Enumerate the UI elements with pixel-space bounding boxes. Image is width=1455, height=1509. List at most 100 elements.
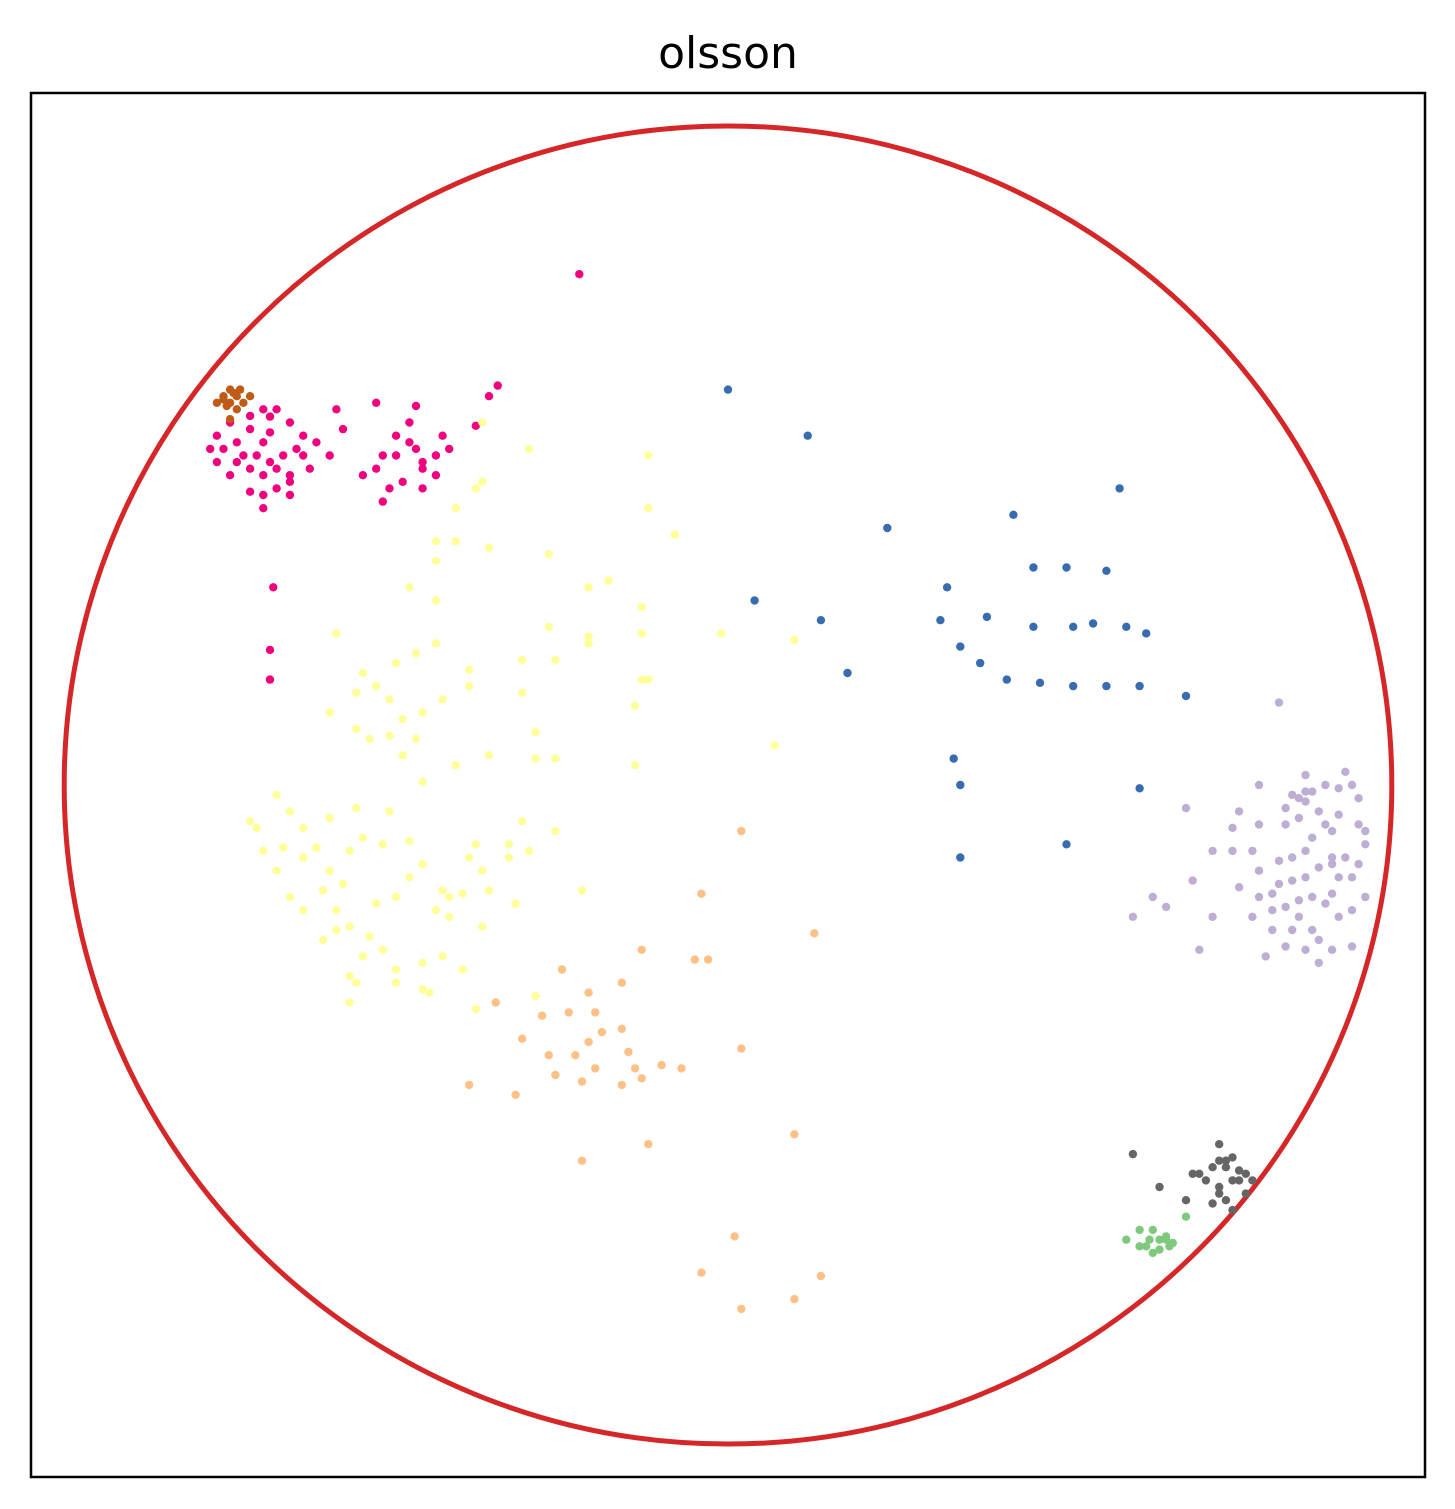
scatter-point bbox=[956, 642, 965, 651]
scatter-point bbox=[637, 1074, 646, 1083]
scatter-point bbox=[239, 398, 248, 407]
scatter-point bbox=[232, 438, 241, 447]
scatter-point bbox=[816, 1271, 826, 1281]
scatter-point bbox=[1135, 681, 1144, 691]
scatter-point bbox=[484, 886, 494, 895]
scatter-point bbox=[1035, 678, 1045, 687]
scatter-point bbox=[1161, 1232, 1171, 1241]
scatter-point bbox=[391, 965, 401, 974]
scatter-point bbox=[982, 612, 992, 622]
scatter-point bbox=[1347, 942, 1357, 951]
scatter-point bbox=[1281, 902, 1290, 912]
scatter-point bbox=[597, 1027, 607, 1037]
scatter-point bbox=[1248, 1176, 1257, 1185]
scatter-point bbox=[372, 681, 381, 691]
scatter-point bbox=[1341, 767, 1350, 776]
scatter-point bbox=[518, 688, 527, 697]
scatter-point bbox=[544, 1051, 553, 1060]
scatter-point bbox=[551, 754, 560, 763]
scatter-point bbox=[431, 639, 441, 648]
scatter-point bbox=[471, 421, 480, 430]
scatter-point bbox=[577, 1077, 587, 1086]
scatter-point bbox=[637, 629, 646, 638]
scatter-series-4 bbox=[723, 385, 1191, 862]
scatter-point bbox=[1334, 873, 1343, 882]
scatter-point bbox=[232, 405, 241, 414]
scatter-point bbox=[1208, 912, 1217, 921]
scatter-point bbox=[411, 649, 421, 658]
scatter-point bbox=[1301, 770, 1310, 780]
scatter-point bbox=[1288, 853, 1297, 862]
scatter-point bbox=[1069, 622, 1078, 631]
scatter-point bbox=[730, 1232, 739, 1241]
scatter-point bbox=[1002, 675, 1011, 684]
scatter-point bbox=[212, 398, 222, 407]
scatter-point bbox=[418, 777, 427, 786]
scatter-point bbox=[385, 695, 394, 704]
scatter-point bbox=[1268, 889, 1277, 898]
scatter-point bbox=[1274, 856, 1284, 865]
scatter-point bbox=[259, 490, 268, 500]
scatter-point bbox=[391, 431, 401, 440]
scatter-point bbox=[292, 444, 301, 454]
scatter-point bbox=[398, 751, 407, 760]
scatter-point bbox=[269, 583, 278, 592]
scatter-point bbox=[491, 998, 500, 1007]
scatter-point bbox=[630, 1064, 640, 1073]
scatter-point bbox=[1188, 1169, 1197, 1179]
scatter-point bbox=[1314, 958, 1324, 968]
scatter-point bbox=[1347, 873, 1357, 882]
scatter-series-2 bbox=[245, 418, 799, 1014]
scatter-point bbox=[418, 958, 427, 968]
scatter-point bbox=[358, 833, 368, 842]
scatter-point bbox=[259, 438, 268, 447]
scatter-point bbox=[531, 754, 540, 763]
boundary-circle-layer bbox=[61, 123, 1395, 1447]
scatter-point bbox=[391, 451, 401, 460]
scatter-point bbox=[531, 991, 540, 1001]
scatter-point bbox=[531, 728, 540, 737]
scatter-point bbox=[949, 754, 958, 763]
scatter-point bbox=[1148, 892, 1158, 902]
scatter-point bbox=[1261, 952, 1270, 961]
scatter-point bbox=[352, 978, 361, 987]
scatter-point bbox=[1327, 859, 1337, 869]
scatter-point bbox=[637, 675, 646, 684]
scatter-point bbox=[365, 734, 374, 744]
scatter-point bbox=[445, 444, 454, 454]
scatter-point bbox=[425, 988, 434, 997]
scatter-point bbox=[1069, 681, 1078, 691]
scatter-point bbox=[464, 681, 474, 691]
scatter-point bbox=[697, 889, 706, 898]
scatter-point bbox=[1334, 810, 1343, 819]
scatter-point bbox=[1241, 1189, 1251, 1198]
scatter-point bbox=[225, 415, 235, 424]
scatter-point bbox=[332, 906, 341, 915]
scatter-point bbox=[1301, 873, 1310, 882]
scatter-point bbox=[372, 464, 381, 473]
scatter-point bbox=[279, 451, 288, 460]
scatter-point bbox=[445, 892, 454, 902]
scatter-point bbox=[1128, 1149, 1138, 1159]
scatter-point bbox=[391, 892, 401, 902]
scatter-series-0 bbox=[206, 270, 584, 684]
scatter-point bbox=[272, 484, 281, 493]
scatter-point bbox=[1215, 1156, 1224, 1165]
scatter-point bbox=[524, 846, 534, 856]
scatter-point bbox=[723, 385, 733, 394]
scatter-point bbox=[245, 424, 255, 434]
scatter-point bbox=[471, 1004, 480, 1014]
scatter-point bbox=[1228, 1205, 1237, 1215]
scatter-point bbox=[279, 843, 288, 852]
scatter-point bbox=[1142, 1242, 1151, 1251]
scatter-point bbox=[1308, 925, 1317, 935]
scatter-point bbox=[1234, 883, 1244, 892]
scatter-point bbox=[285, 892, 295, 902]
scatter-point bbox=[1314, 863, 1324, 872]
scatter-point bbox=[332, 405, 341, 414]
scatter-point bbox=[1088, 619, 1098, 628]
scatter-point bbox=[252, 451, 261, 460]
scatter-point bbox=[1288, 876, 1297, 885]
scatter-point bbox=[458, 889, 467, 898]
scatter-point bbox=[591, 1008, 600, 1017]
